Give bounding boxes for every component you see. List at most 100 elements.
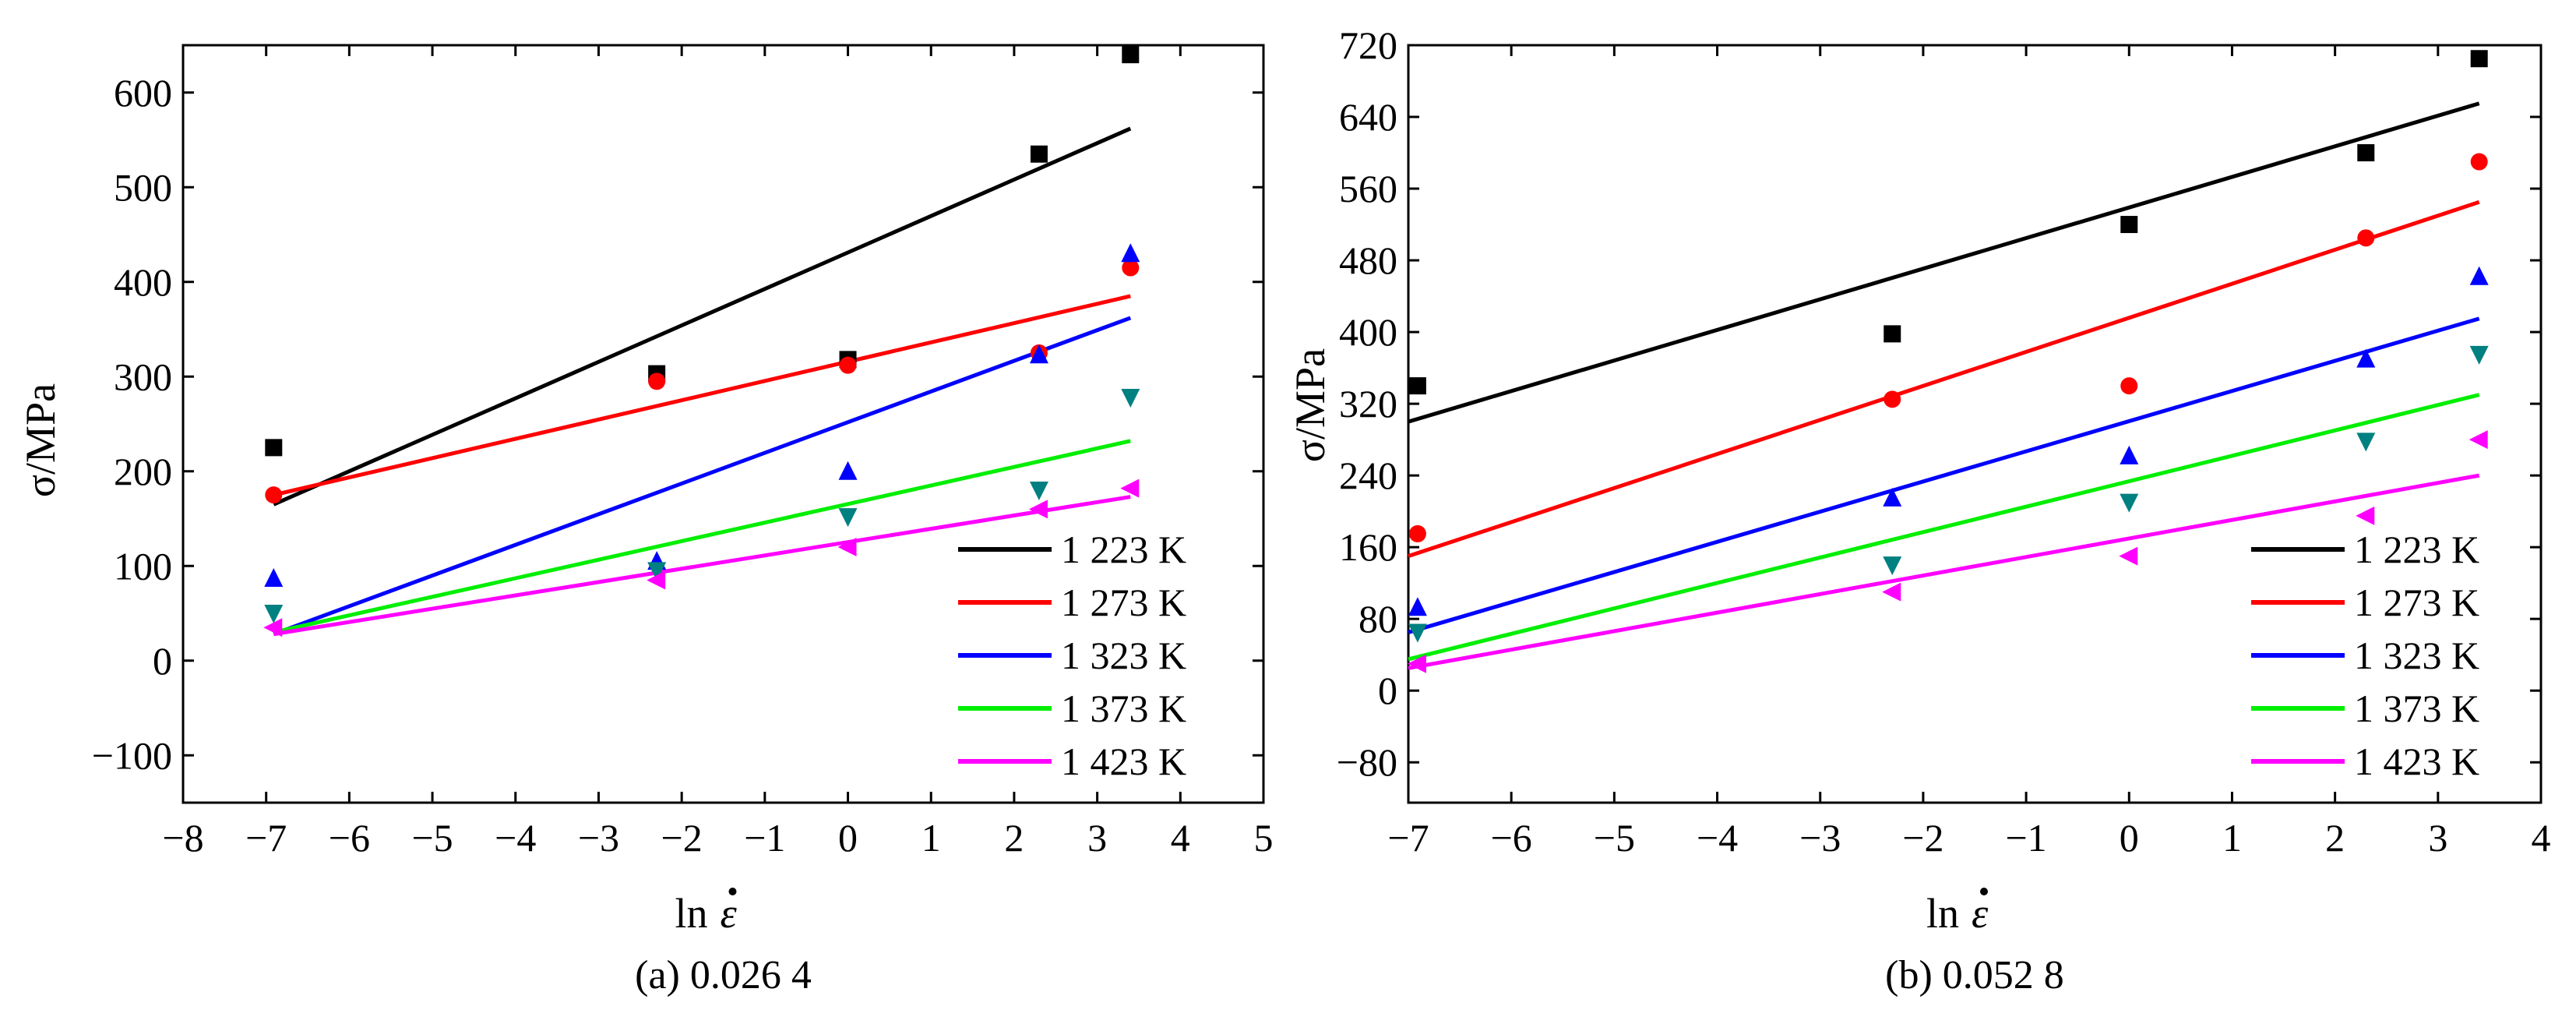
- data-point-a-4-0: [263, 618, 283, 637]
- y-tick-label-b-0: −80: [1337, 740, 1397, 784]
- fit-line-a-1: [273, 294, 1131, 497]
- data-point-b-2-3: [2356, 348, 2376, 368]
- x-tick-label-a-12: 4: [1171, 816, 1190, 860]
- y-tick-label-a-3: 200: [114, 450, 172, 493]
- x-tick-label-a-6: −2: [661, 816, 703, 860]
- y-tick-label-b-9: 640: [1339, 95, 1397, 139]
- data-point-a-3-1: [647, 562, 667, 581]
- data-point-b-4-0: [1407, 654, 1426, 673]
- data-point-b-3-0: [1408, 623, 1427, 643]
- fit-line-b-1: [1408, 199, 2480, 559]
- data-point-b-2-4: [2469, 266, 2489, 285]
- data-point-a-2-3: [1029, 344, 1048, 364]
- y-tick-label-b-4: 240: [1339, 454, 1397, 497]
- data-point-a-0-3: [1030, 145, 1048, 163]
- panel-caption-b: (b) 0.052 8: [1885, 953, 2064, 997]
- y-tick-label-b-5: 320: [1339, 382, 1397, 425]
- data-point-b-3-2: [2120, 493, 2139, 513]
- y-tick-label-b-8: 560: [1339, 167, 1397, 210]
- data-point-a-0-0: [265, 439, 283, 457]
- y-tick-label-a-7: 600: [114, 71, 172, 115]
- data-point-a-3-3: [1029, 482, 1048, 501]
- data-point-b-4-4: [2469, 430, 2488, 450]
- y-axis-label-a: σ/MPa: [17, 383, 64, 497]
- x-tick-label-a-13: 5: [1254, 816, 1274, 860]
- legend-label-b-1: 1 273 K: [2354, 581, 2479, 624]
- x-tick-label-b-10: 3: [2428, 816, 2447, 860]
- y-tick-label-b-7: 480: [1339, 238, 1397, 282]
- x-tick-label-a-3: −5: [411, 816, 453, 860]
- data-point-b-1-1: [1884, 390, 1901, 408]
- x-axis-symbol-a: ε: [721, 890, 738, 937]
- fit-line-a-0: [273, 126, 1132, 507]
- x-axis-symbol-b: ε: [1972, 890, 1989, 937]
- y-tick-label-a-1: 0: [153, 639, 172, 683]
- legend-label-a-0: 1 223 K: [1061, 528, 1186, 571]
- y-tick-label-b-3: 160: [1339, 525, 1397, 569]
- panel-caption-a: (a) 0.026 4: [635, 953, 812, 997]
- data-point-b-0-4: [2470, 50, 2488, 68]
- x-tick-label-b-7: 0: [2120, 816, 2139, 860]
- y-tick-label-a-5: 400: [114, 260, 172, 304]
- data-point-b-4-2: [2119, 546, 2138, 566]
- x-tick-label-a-10: 2: [1004, 816, 1024, 860]
- x-tick-label-a-9: 1: [922, 816, 941, 860]
- data-point-a-4-4: [1120, 478, 1140, 498]
- data-point-b-4-3: [2356, 506, 2375, 525]
- x-tick-label-b-1: −6: [1491, 816, 1532, 860]
- plot-frame-b: [1407, 44, 2543, 804]
- x-tick-label-b-8: 1: [2222, 816, 2242, 860]
- x-tick-label-b-11: 4: [2532, 816, 2551, 860]
- fit-line-a-2: [273, 316, 1132, 637]
- data-point-a-1-1: [648, 373, 666, 390]
- data-point-a-3-4: [1121, 388, 1140, 408]
- y-tick-label-a-4: 300: [114, 355, 172, 398]
- data-point-b-1-4: [2470, 153, 2488, 171]
- data-point-b-1-0: [1408, 524, 1426, 542]
- data-point-b-0-1: [1884, 325, 1901, 343]
- data-point-a-4-2: [837, 537, 857, 556]
- data-point-a-2-0: [264, 568, 284, 588]
- fit-line-b-2: [1408, 316, 2480, 634]
- x-axis-dot-a: [728, 888, 737, 895]
- legend-label-b-2: 1 323 K: [2354, 634, 2479, 677]
- fit-line-b-4: [1408, 473, 2480, 670]
- data-point-b-2-0: [1408, 597, 1427, 616]
- x-tick-label-b-4: −3: [1799, 816, 1841, 860]
- fit-line-b-0: [1408, 101, 2480, 424]
- legend-label-a-1: 1 273 K: [1061, 581, 1186, 624]
- data-point-a-2-2: [838, 461, 858, 480]
- y-tick-label-b-2: 80: [1358, 597, 1397, 641]
- chart-panel-b: −7 −6 −5 −4 −3 −2 −1 0 1 2 3 4 −80 0 80 160 240 320 400 480…: [1287, 23, 2551, 997]
- y-tick-label-a-0: −100: [92, 733, 172, 777]
- data-point-a-1-2: [839, 356, 857, 374]
- legend-label-a-4: 1 423 K: [1061, 740, 1186, 783]
- x-tick-label-a-1: −7: [245, 816, 287, 860]
- data-point-b-4-1: [1882, 582, 1901, 602]
- fit-line-a-3: [273, 439, 1131, 634]
- data-point-b-3-4: [2469, 345, 2489, 365]
- legend-label-b-0: 1 223 K: [2354, 528, 2479, 571]
- x-axis-label-a: ln: [675, 890, 707, 937]
- plot-frame-a: [181, 44, 1265, 804]
- data-point-a-3-2: [838, 508, 858, 528]
- fit-line-a-4: [273, 495, 1131, 637]
- data-point-a-0-4: [1122, 46, 1140, 64]
- chart-panel-a: −8 −7 −6 −5 −4 −3 −2 −1 0 1 2 3 4 5 −100 0 100 200 300 400 5…: [17, 44, 1274, 997]
- data-point-b-2-2: [2120, 445, 2139, 464]
- legend-label-a-2: 1 323 K: [1061, 634, 1186, 677]
- legend-label-b-4: 1 423 K: [2354, 740, 2479, 783]
- y-tick-label-b-1: 0: [1378, 669, 1397, 712]
- y-tick-label-b-10: 720: [1339, 23, 1397, 67]
- x-tick-label-a-0: −8: [162, 816, 203, 860]
- legend-label-b-3: 1 373 K: [2354, 687, 2479, 730]
- data-point-b-1-2: [2120, 377, 2138, 395]
- data-point-b-0-2: [2120, 216, 2138, 234]
- x-tick-label-b-6: −1: [2005, 816, 2046, 860]
- data-point-b-0-3: [2357, 144, 2375, 162]
- y-tick-label-a-2: 100: [114, 544, 172, 588]
- x-tick-label-b-0: −7: [1387, 816, 1429, 860]
- data-point-b-2-1: [1883, 487, 1902, 507]
- x-axis-label-b: ln: [1926, 890, 1959, 937]
